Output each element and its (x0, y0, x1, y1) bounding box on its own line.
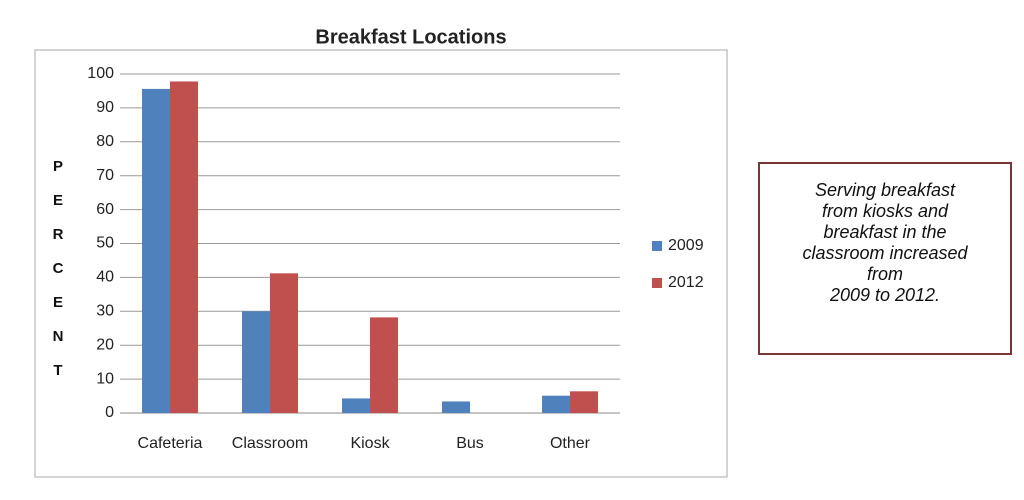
x-tick-label: Bus (456, 435, 484, 452)
y-tick-label: 50 (96, 235, 114, 252)
legend-swatch (652, 241, 662, 251)
x-tick-label: Kiosk (350, 435, 390, 452)
y-tick-label: 80 (96, 133, 114, 150)
y-tick-label: 30 (96, 303, 114, 320)
chart-title: Breakfast Locations (315, 26, 506, 48)
y-axis-label: PERCENT (52, 158, 64, 379)
bar (242, 311, 270, 413)
y-tick-label: 0 (105, 404, 114, 421)
bar (542, 395, 570, 413)
bar (170, 81, 198, 413)
bar (270, 273, 298, 413)
y-tick-label: 10 (96, 370, 114, 387)
y-tick-label: 40 (96, 269, 114, 286)
bar (142, 88, 170, 413)
bar (342, 398, 370, 413)
legend-label: 2009 (668, 237, 704, 254)
legend-label: 2012 (668, 274, 704, 291)
x-tick-label: Other (550, 435, 591, 452)
y-tick-label: 100 (87, 65, 114, 82)
y-tick-label: 70 (96, 167, 114, 184)
y-tick-label: 90 (96, 99, 114, 116)
bar (570, 391, 598, 413)
x-tick-label: Classroom (232, 435, 308, 452)
bar (370, 317, 398, 413)
annotation: Serving breakfast from kiosks and breakf… (758, 162, 1012, 355)
y-tick-label: 20 (96, 336, 114, 353)
bar (442, 401, 470, 413)
legend-swatch (652, 278, 662, 288)
x-tick-label: Cafeteria (138, 435, 203, 452)
chart-frame (34, 49, 728, 478)
y-tick-label: 60 (96, 201, 114, 218)
